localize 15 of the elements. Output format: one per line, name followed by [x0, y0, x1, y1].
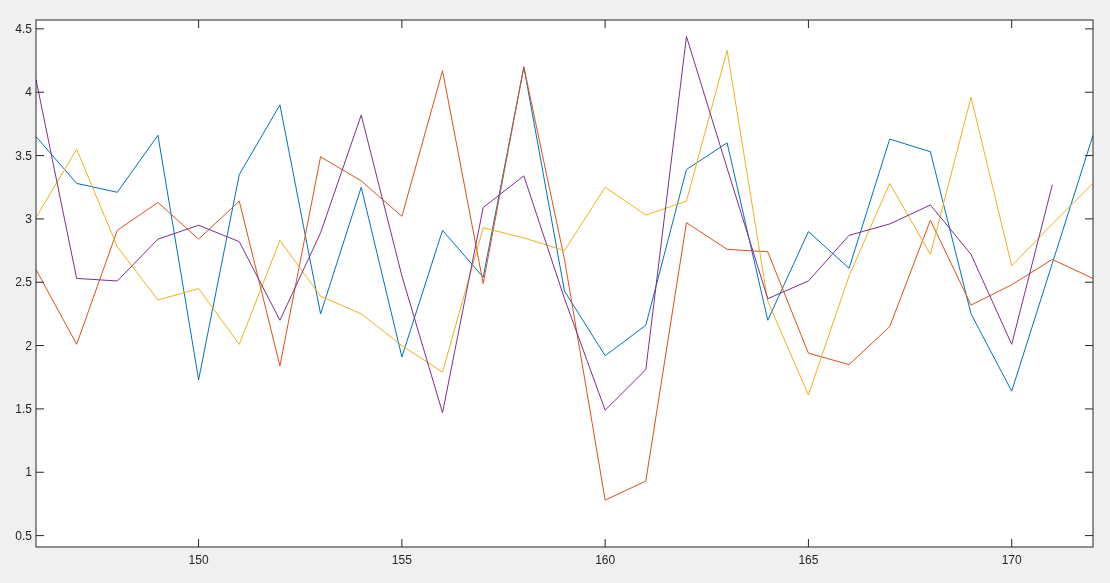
x-tick-label: 170: [1001, 553, 1023, 567]
y-tick-label: 1.5: [15, 401, 33, 416]
y-tick-label: 2: [25, 338, 33, 353]
line-series: [36, 66, 1093, 501]
y-tick-label: 4: [25, 85, 33, 100]
y-tick-label: 3: [25, 211, 33, 226]
y-tick-label: 0.5: [15, 528, 33, 543]
y-tick-label: 2.5: [15, 275, 33, 290]
x-tick-label: 150: [188, 553, 209, 567]
x-tick-label: 155: [391, 553, 413, 567]
y-tick-label: 4.5: [15, 21, 33, 36]
y-tick-label: 3.5: [15, 148, 33, 163]
y-tick-label: 1: [25, 465, 33, 480]
x-tick-label: 165: [798, 553, 819, 567]
x-tick-label: 160: [595, 553, 616, 567]
